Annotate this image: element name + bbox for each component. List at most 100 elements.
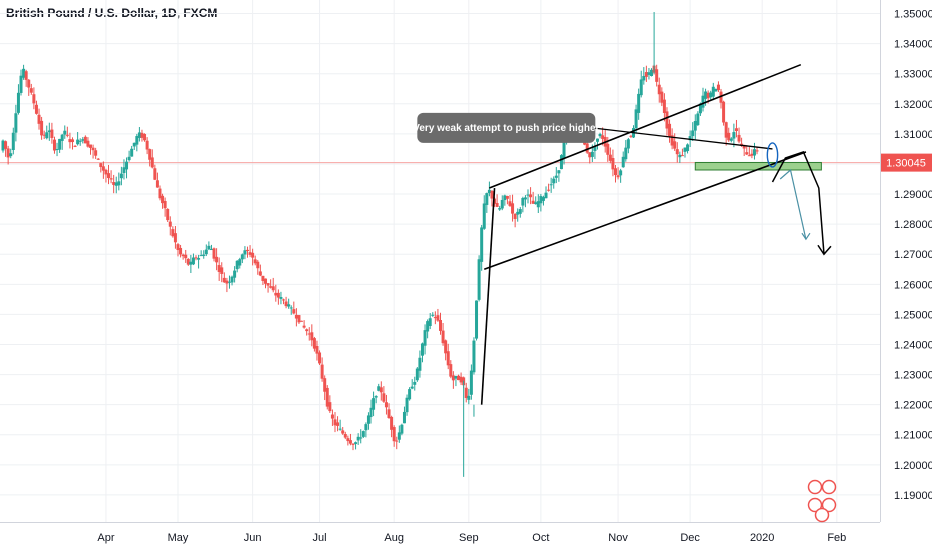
projection-arrow-head	[817, 244, 832, 256]
candle-body	[356, 436, 360, 441]
candle-body	[307, 333, 311, 335]
candle-body	[433, 317, 437, 319]
candle	[624, 140, 628, 162]
candle-body	[330, 414, 334, 419]
candle	[608, 147, 612, 164]
candle-body	[454, 375, 458, 379]
candle-body	[269, 286, 273, 288]
candle	[647, 67, 651, 80]
price-tick-label: 1.21000	[894, 430, 932, 442]
candle	[526, 189, 530, 204]
candle-body	[264, 278, 267, 284]
candle	[665, 107, 669, 136]
candle-body	[230, 276, 234, 283]
candle	[415, 367, 419, 382]
candle-body	[688, 136, 692, 141]
candle	[719, 88, 723, 109]
candle	[485, 192, 489, 213]
candle	[408, 387, 412, 401]
candle-body	[518, 209, 522, 214]
candle-body	[487, 189, 491, 194]
candle	[222, 272, 226, 283]
chart-title: British Pound / U.S. Dollar, 1D, FXCM	[6, 6, 218, 20]
candle	[245, 246, 249, 258]
candle	[11, 127, 15, 155]
candle	[747, 146, 751, 157]
candle	[297, 314, 301, 324]
candle	[312, 336, 316, 352]
candle	[145, 137, 149, 155]
candle	[127, 150, 131, 162]
candle	[516, 208, 520, 222]
candle	[348, 433, 352, 446]
candle-body	[361, 431, 365, 437]
candle	[199, 250, 203, 257]
candle	[274, 284, 278, 302]
candle	[750, 149, 754, 159]
teal-projection-head	[801, 232, 811, 241]
candle	[691, 122, 695, 141]
candle-body	[382, 393, 386, 402]
candle	[81, 137, 85, 144]
candle-body	[271, 286, 275, 291]
candle-body	[338, 428, 342, 430]
candle-body	[158, 188, 162, 199]
candle	[300, 320, 304, 322]
candle-body	[333, 419, 337, 426]
candle	[693, 114, 697, 140]
candle	[441, 323, 445, 346]
candle	[351, 442, 355, 451]
candle-body	[282, 299, 286, 301]
candle-body	[562, 139, 566, 159]
candle-body	[686, 144, 690, 152]
candle-body	[32, 94, 36, 104]
trend-drawings[interactable]	[480, 63, 832, 405]
candle-body	[266, 283, 270, 286]
candle-body	[379, 387, 383, 393]
candle	[400, 423, 404, 436]
candle-body	[222, 277, 226, 283]
candle-body	[112, 182, 116, 185]
time-axis[interactable]: Apr May Jun Jul Aug Sep Oct Nov Dec 2020 Feb	[0, 522, 880, 545]
candle-body	[387, 409, 391, 419]
candle-body	[127, 156, 131, 161]
candle-body	[670, 135, 674, 146]
candle-body	[423, 330, 427, 346]
candle-body	[240, 254, 244, 260]
candle	[549, 177, 553, 193]
candle	[668, 119, 672, 143]
candle-body	[526, 194, 530, 196]
candle-body	[698, 103, 702, 114]
candle-body	[673, 141, 677, 149]
candle	[444, 339, 448, 361]
candle-body	[137, 132, 141, 138]
price-axis[interactable]: 1.19000 1.20000 1.21000 1.22000 1.23000 1.240…	[880, 0, 932, 550]
candle	[68, 132, 72, 149]
candle-body	[16, 92, 20, 113]
candle-body	[348, 440, 352, 444]
candle-body	[634, 109, 638, 129]
candle	[4, 140, 8, 157]
price-tick-label: 1.20000	[894, 460, 932, 472]
candle	[709, 90, 713, 100]
candle-body	[595, 138, 599, 142]
candle	[256, 259, 260, 275]
candle	[1, 139, 5, 153]
candle	[248, 245, 252, 258]
candle	[657, 77, 661, 103]
candle-body	[279, 297, 283, 299]
annotation-callout[interactable]: Very weak attempt to push price higher	[413, 112, 600, 143]
candle-body	[140, 132, 144, 138]
candle-body	[549, 184, 553, 186]
candle	[125, 157, 129, 179]
candle-body	[559, 155, 563, 170]
candle	[354, 441, 358, 450]
candle-body	[372, 398, 376, 410]
candle-body	[508, 201, 512, 206]
candle-body	[171, 229, 175, 237]
candle-body	[732, 132, 736, 139]
candle-body	[55, 149, 59, 151]
candle-body	[101, 166, 105, 171]
candle	[464, 382, 468, 403]
